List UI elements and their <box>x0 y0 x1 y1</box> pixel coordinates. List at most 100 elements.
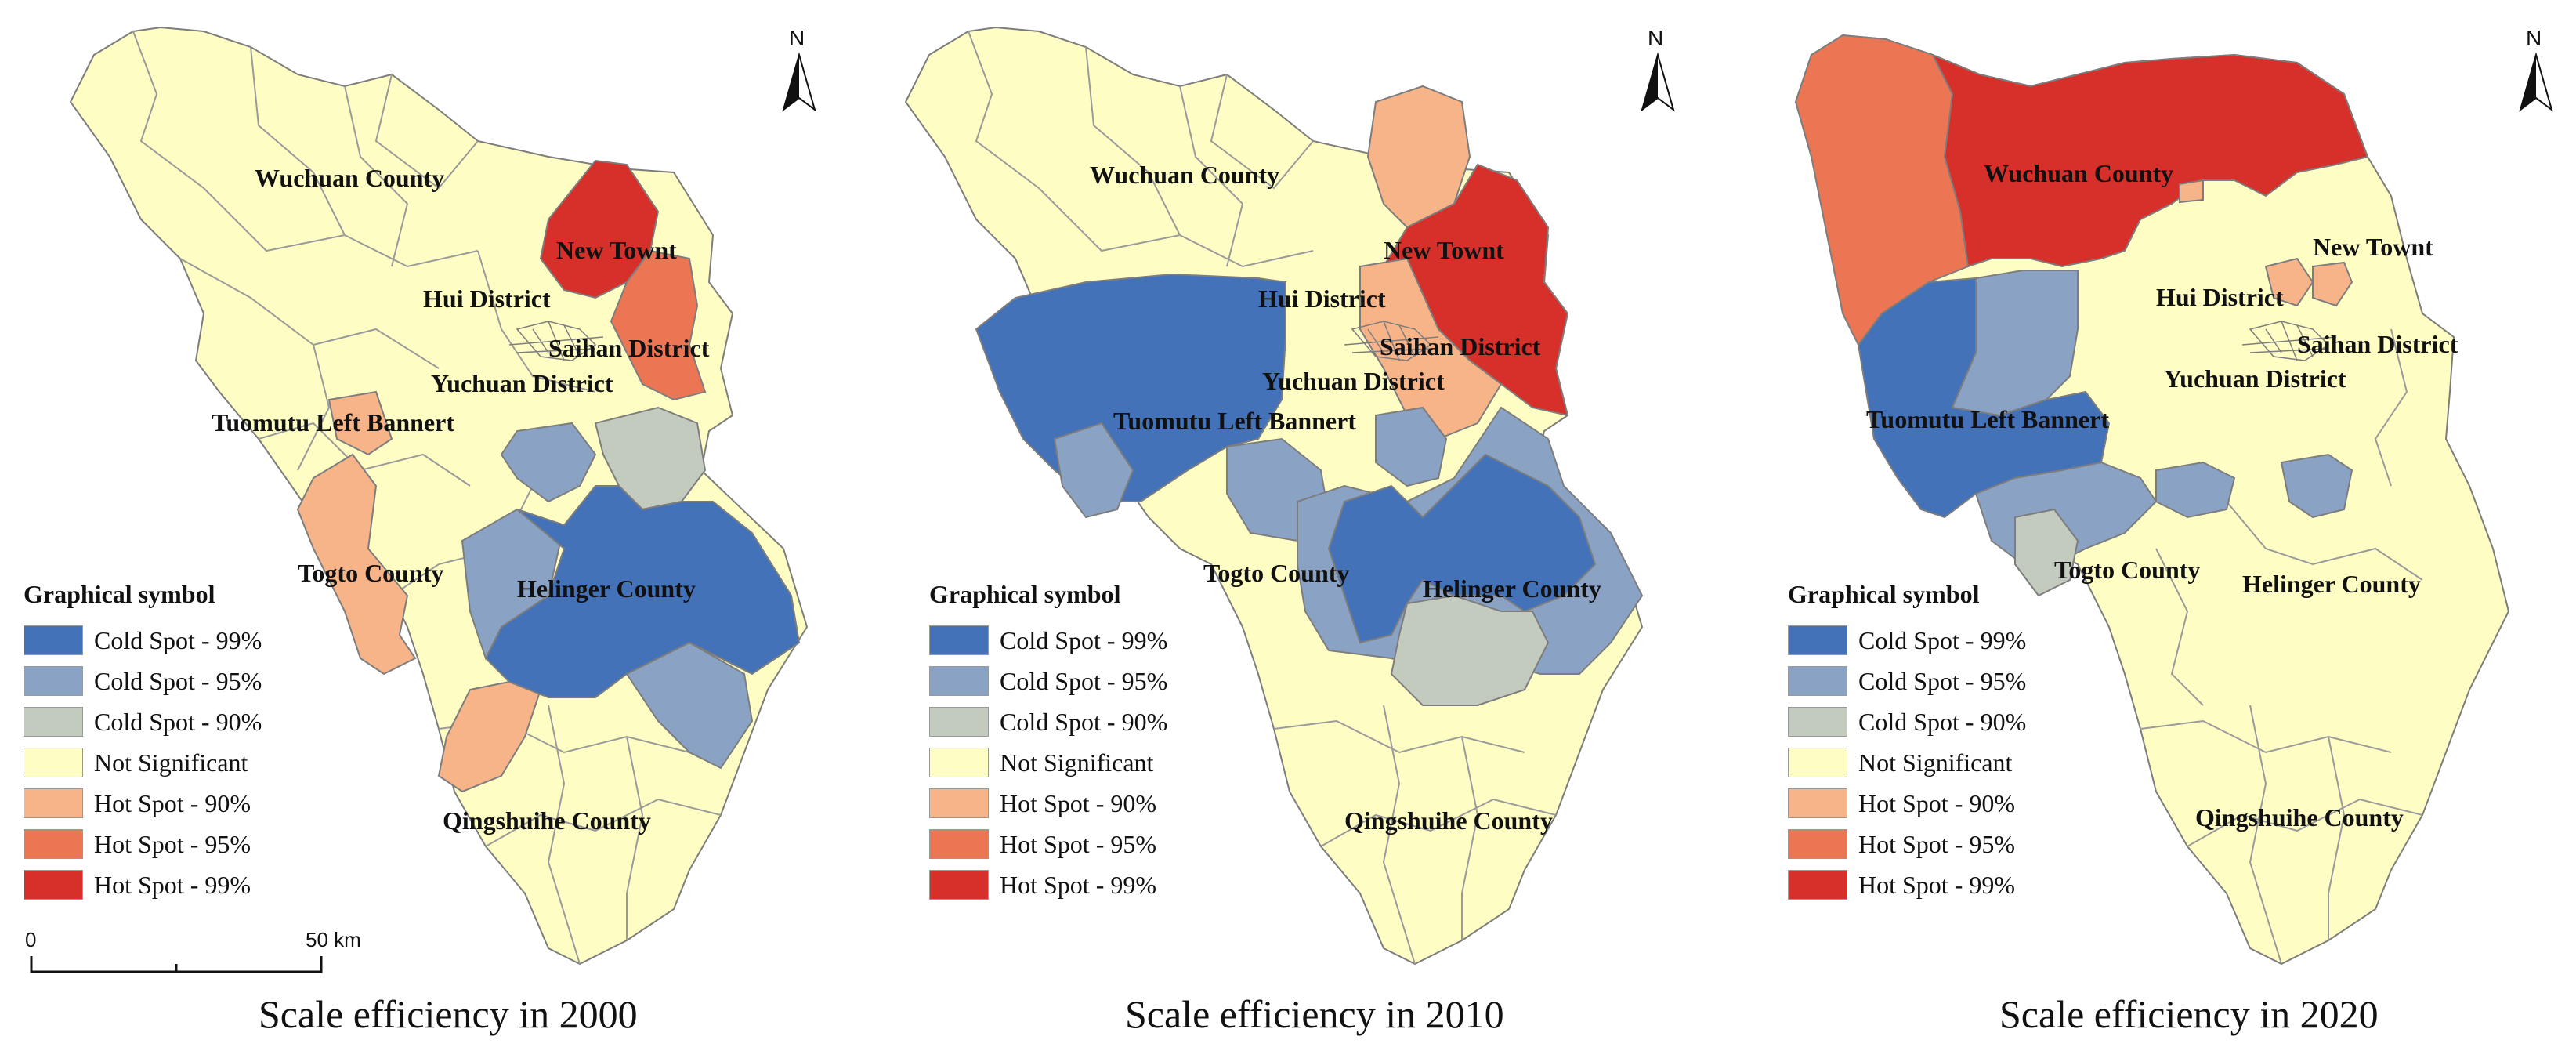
north-letter: N <box>2526 26 2542 50</box>
legend-2020: Graphical symbol Cold Spot - 99% Cold Sp… <box>1788 580 2026 905</box>
caption-2010: Scale efficiency in 2010 <box>1125 992 1504 1036</box>
map-2000: Wuchuan County New Townt Hui District Sa… <box>69 26 809 966</box>
label-tuomutu: Tuomutu Left Bannert <box>212 408 454 437</box>
legend-label: Cold Spot - 95% <box>1000 666 1168 695</box>
legend-label: Cold Spot - 90% <box>94 707 262 736</box>
legend-swatch <box>24 829 83 859</box>
legend-label: Hot Spot - 99% <box>94 870 251 899</box>
legend-label: Cold Spot - 90% <box>1858 707 2027 736</box>
legend-item: Cold Spot - 99% <box>1788 620 2026 661</box>
label-yuchuan: Yuchuan District <box>431 369 613 397</box>
region-cold-99 <box>484 485 801 698</box>
urban-core <box>508 321 604 361</box>
label-tuomutu: Tuomutu Left Bannert <box>1866 405 2109 433</box>
region-hot-90-a <box>2179 179 2204 204</box>
legend-swatch <box>929 707 989 737</box>
region-hot-95 <box>610 249 707 401</box>
legend-item: Not Significant <box>24 742 262 783</box>
legend-item: Hot Spot - 90% <box>1788 783 2026 824</box>
legend-swatch <box>929 666 989 696</box>
label-qingshuihe: Qingshuihe County <box>443 806 651 835</box>
label-hui: Hui District <box>423 284 551 313</box>
legend-swatch <box>929 748 989 777</box>
legend-swatch <box>24 788 83 818</box>
label-wuchuan: Wuchuan County <box>1090 161 1279 189</box>
label-saihan: Saihan District <box>548 334 710 362</box>
legend-item: Hot Spot - 95% <box>929 824 1167 864</box>
legend-item: Cold Spot - 99% <box>929 620 1167 661</box>
legend-swatch <box>929 870 989 900</box>
scale-bar-end: 50 km <box>306 928 361 951</box>
region-cold-95-a <box>1053 422 1134 519</box>
legend-label: Cold Spot - 95% <box>1858 666 2027 695</box>
legend-label: Hot Spot - 95% <box>1858 829 2015 858</box>
legend-label: Hot Spot - 95% <box>94 829 251 858</box>
legend-title: Graphical symbol <box>929 580 1121 608</box>
region-hot-90-a <box>327 390 393 456</box>
legend-item: Hot Spot - 90% <box>24 783 262 824</box>
legend-item: Not Significant <box>1788 742 2026 783</box>
label-hui: Hui District <box>1258 284 1386 313</box>
legend-label: Hot Spot - 99% <box>1000 870 1156 899</box>
urban-core <box>1344 321 1439 361</box>
region-hot-90-b <box>2264 257 2314 307</box>
township-boundaries <box>968 31 1557 965</box>
legend-swatch <box>1788 788 1847 818</box>
legend-swatch <box>24 748 83 777</box>
label-wuchuan: Wuchuan County <box>1984 159 2173 187</box>
legend-item: Cold Spot - 90% <box>929 701 1167 742</box>
label-saihan: Saihan District <box>1380 332 1541 361</box>
label-newtown: New Townt <box>556 236 677 264</box>
legend-swatch <box>1788 829 1847 859</box>
legend-label: Cold Spot - 99% <box>1000 625 1168 654</box>
legend-swatch <box>1788 707 1847 737</box>
label-newtown: New Townt <box>2313 233 2433 261</box>
legend-swatch <box>929 788 989 818</box>
legend-label: Hot Spot - 90% <box>1000 788 1156 817</box>
legend-item: Cold Spot - 95% <box>929 661 1167 701</box>
scale-bar: 0 50 km <box>25 928 361 973</box>
legend-label: Hot Spot - 99% <box>1858 870 2015 899</box>
region-hot-95 <box>1794 34 1970 346</box>
legend-swatch <box>929 829 989 859</box>
map-panel-2000: Wuchuan County New Townt Hui District Sa… <box>0 0 859 1058</box>
legend-swatch <box>929 625 989 655</box>
map-panel-2010: Wuchuan County New Townt Hui District Sa… <box>859 0 1717 1058</box>
region-hot-90-c <box>2312 261 2353 307</box>
region-cold-95-a <box>1951 270 2079 417</box>
region-cold-99-b <box>1327 453 1597 644</box>
map-panel-2020: Wuchuan County New Townt Hui District Sa… <box>1717 0 2576 1058</box>
label-tuomutu: Tuomutu Left Bannert <box>1113 407 1356 435</box>
region-cold-99-a <box>975 273 1286 502</box>
township-boundaries <box>2140 328 2423 965</box>
legend-item: Cold Spot - 95% <box>24 661 262 701</box>
north-letter: N <box>1648 26 1663 50</box>
legend-title: Graphical symbol <box>1788 580 1980 608</box>
legend-swatch <box>24 870 83 900</box>
legend-label: Hot Spot - 90% <box>94 788 251 817</box>
region-cold-95-c <box>2155 461 2236 519</box>
legend-label: Cold Spot - 95% <box>94 666 262 695</box>
label-newtown: New Townt <box>1384 236 1504 264</box>
legend-label: Not Significant <box>94 748 248 777</box>
legend-2010: Graphical symbol Cold Spot - 99% Cold Sp… <box>929 580 1167 905</box>
region-cold-95-a <box>500 422 597 503</box>
legend-swatch <box>24 707 83 737</box>
legend-label: Cold Spot - 99% <box>1858 625 2027 654</box>
legend-label: Hot Spot - 95% <box>1000 829 1156 858</box>
label-wuchuan: Wuchuan County <box>255 164 444 192</box>
label-togto: Togto County <box>298 559 443 587</box>
region-hot-99 <box>1930 53 2369 268</box>
scale-bar-start: 0 <box>25 928 36 951</box>
label-qingshuihe: Qingshuihe County <box>1344 806 1553 835</box>
legend-item: Hot Spot - 99% <box>1788 864 2026 905</box>
legend-item: Cold Spot - 99% <box>24 620 262 661</box>
legend-swatch <box>1788 748 1847 777</box>
label-togto: Togto County <box>2054 556 2200 584</box>
region-cold-90 <box>1390 594 1550 706</box>
label-helinger: Helinger County <box>1423 574 1601 603</box>
label-qingshuihe: Qingshuihe County <box>2195 803 2404 832</box>
caption-2020: Scale efficiency in 2020 <box>1999 992 2379 1036</box>
legend-label: Not Significant <box>1000 748 1154 777</box>
legend-swatch <box>1788 625 1847 655</box>
